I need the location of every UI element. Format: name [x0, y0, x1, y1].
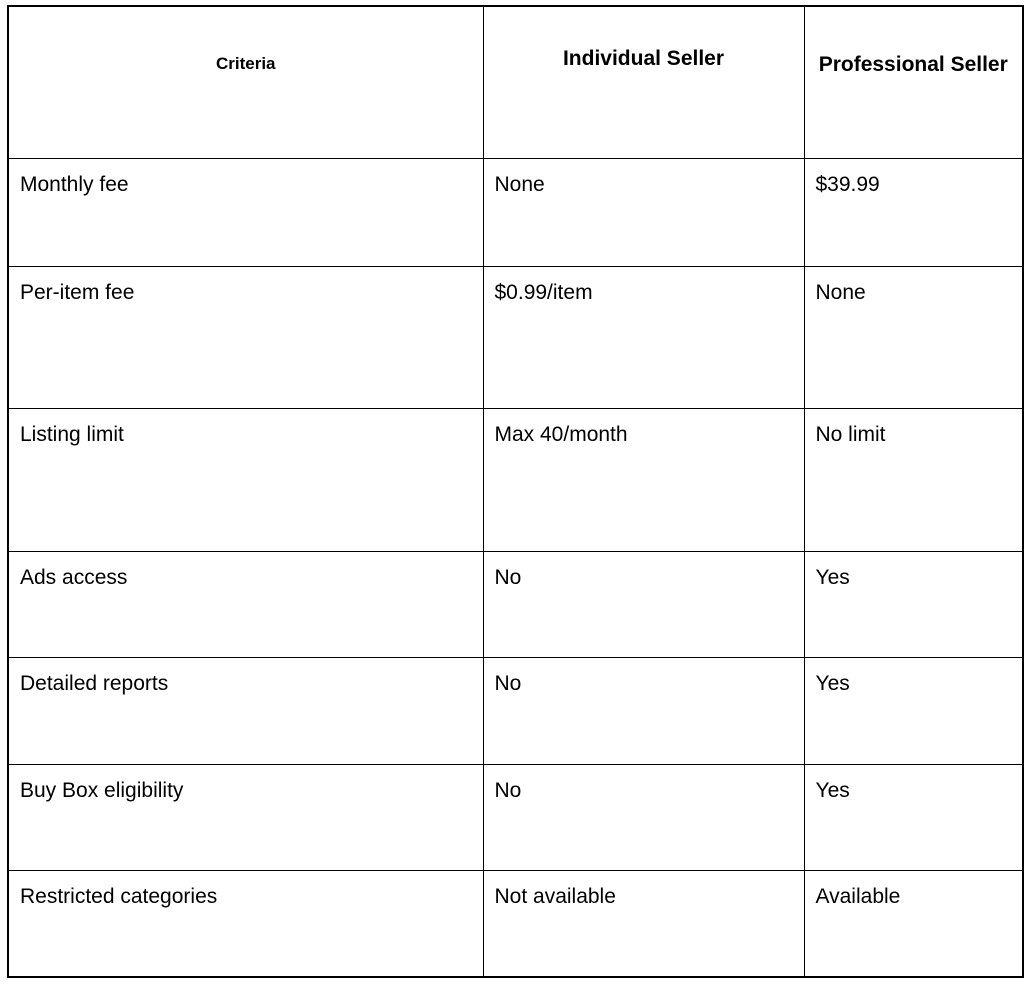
table-row: Restricted categories Not available Avai…: [7, 869, 1024, 978]
criteria-cell: Per-item fee: [7, 265, 484, 409]
individual-cell: No: [482, 550, 805, 658]
professional-cell: None: [803, 265, 1024, 409]
professional-cell: Yes: [803, 550, 1024, 658]
criteria-cell: Buy Box eligibility: [7, 763, 484, 871]
individual-cell: None: [482, 157, 805, 267]
criteria-cell: Listing limit: [7, 407, 484, 552]
criteria-cell: Restricted categories: [7, 869, 484, 978]
header-criteria: Criteria: [7, 5, 484, 159]
professional-cell: Yes: [803, 656, 1024, 765]
table-row: Ads access No Yes: [7, 550, 1024, 658]
individual-cell: Not available: [482, 869, 805, 978]
header-professional-seller: Professional Seller: [803, 5, 1024, 159]
criteria-cell: Detailed reports: [7, 656, 484, 765]
individual-cell: Max 40/month: [482, 407, 805, 552]
professional-cell: $39.99: [803, 157, 1024, 267]
table-row: Buy Box eligibility No Yes: [7, 763, 1024, 871]
individual-cell: $0.99/item: [482, 265, 805, 409]
criteria-cell: Monthly fee: [7, 157, 484, 267]
seller-comparison-table: Criteria Individual Seller Professional …: [7, 5, 1024, 978]
table-row: Detailed reports No Yes: [7, 656, 1024, 765]
table-row: Per-item fee $0.99/item None: [7, 265, 1024, 409]
professional-cell: No limit: [803, 407, 1024, 552]
table-row: Listing limit Max 40/month No limit: [7, 407, 1024, 552]
professional-cell: Available: [803, 869, 1024, 978]
header-row: Criteria Individual Seller Professional …: [7, 5, 1024, 159]
header-individual-seller: Individual Seller: [482, 5, 805, 159]
table-row: Monthly fee None $39.99: [7, 157, 1024, 267]
individual-cell: No: [482, 763, 805, 871]
professional-cell: Yes: [803, 763, 1024, 871]
criteria-cell: Ads access: [7, 550, 484, 658]
individual-cell: No: [482, 656, 805, 765]
